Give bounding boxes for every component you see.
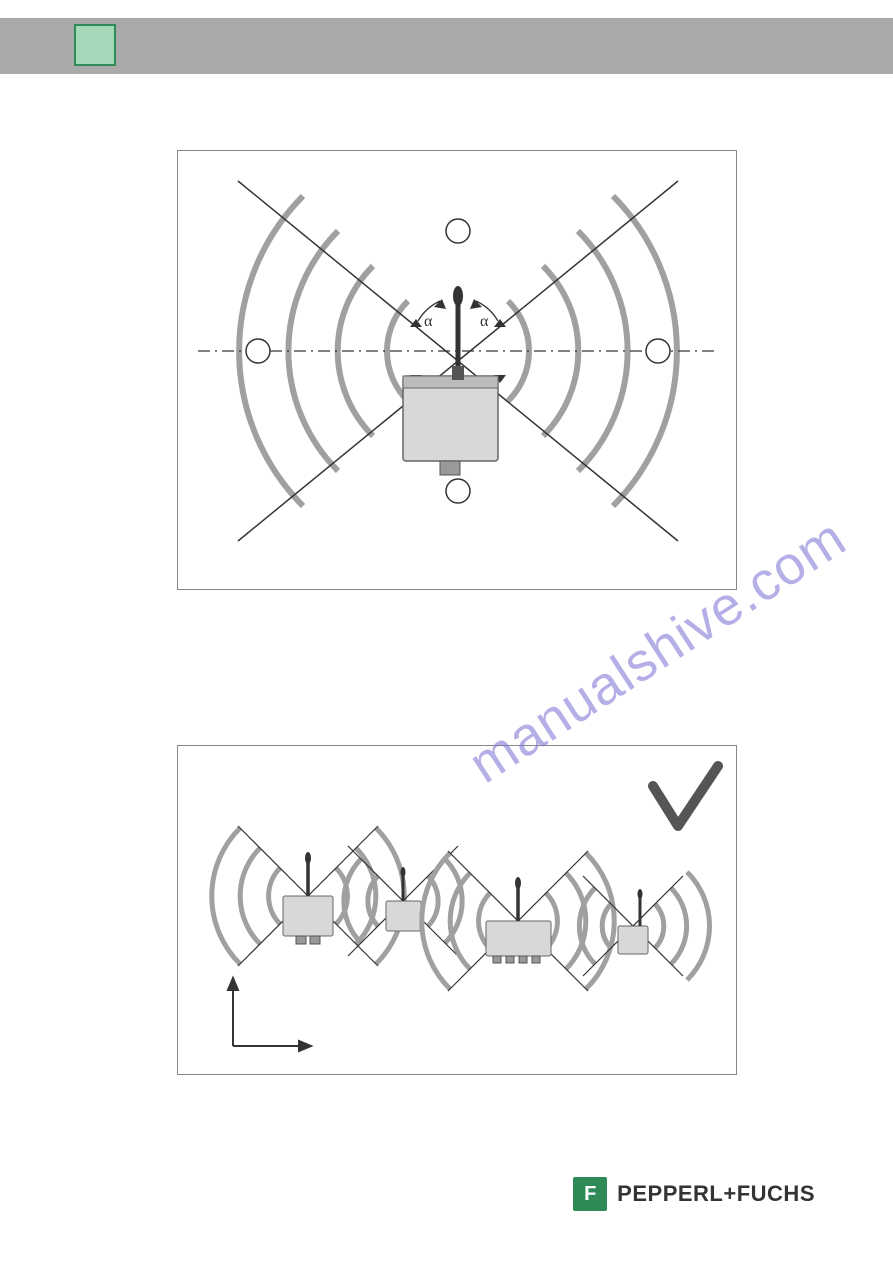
header-bar (0, 18, 893, 74)
brand-badge-icon: F (573, 1177, 607, 1211)
header-square-icon (74, 24, 116, 66)
figure-1-svg: α α α α (178, 151, 738, 591)
checkmark-icon (653, 766, 718, 826)
device-group-3 (422, 851, 614, 991)
alpha-label-tr: α (480, 313, 489, 330)
device-group-1 (212, 826, 404, 966)
device-group-4 (579, 872, 709, 980)
footer-brand: F PEPPERL+FUCHS (573, 1177, 815, 1211)
axis-arrows (228, 978, 311, 1051)
figure-2-alignment (177, 745, 737, 1075)
figure-1-antenna-pattern: α α α α (177, 150, 737, 590)
brand-text: PEPPERL+FUCHS (617, 1181, 815, 1207)
figure-2-svg (178, 746, 738, 1076)
alpha-label-tl: α (424, 313, 433, 330)
